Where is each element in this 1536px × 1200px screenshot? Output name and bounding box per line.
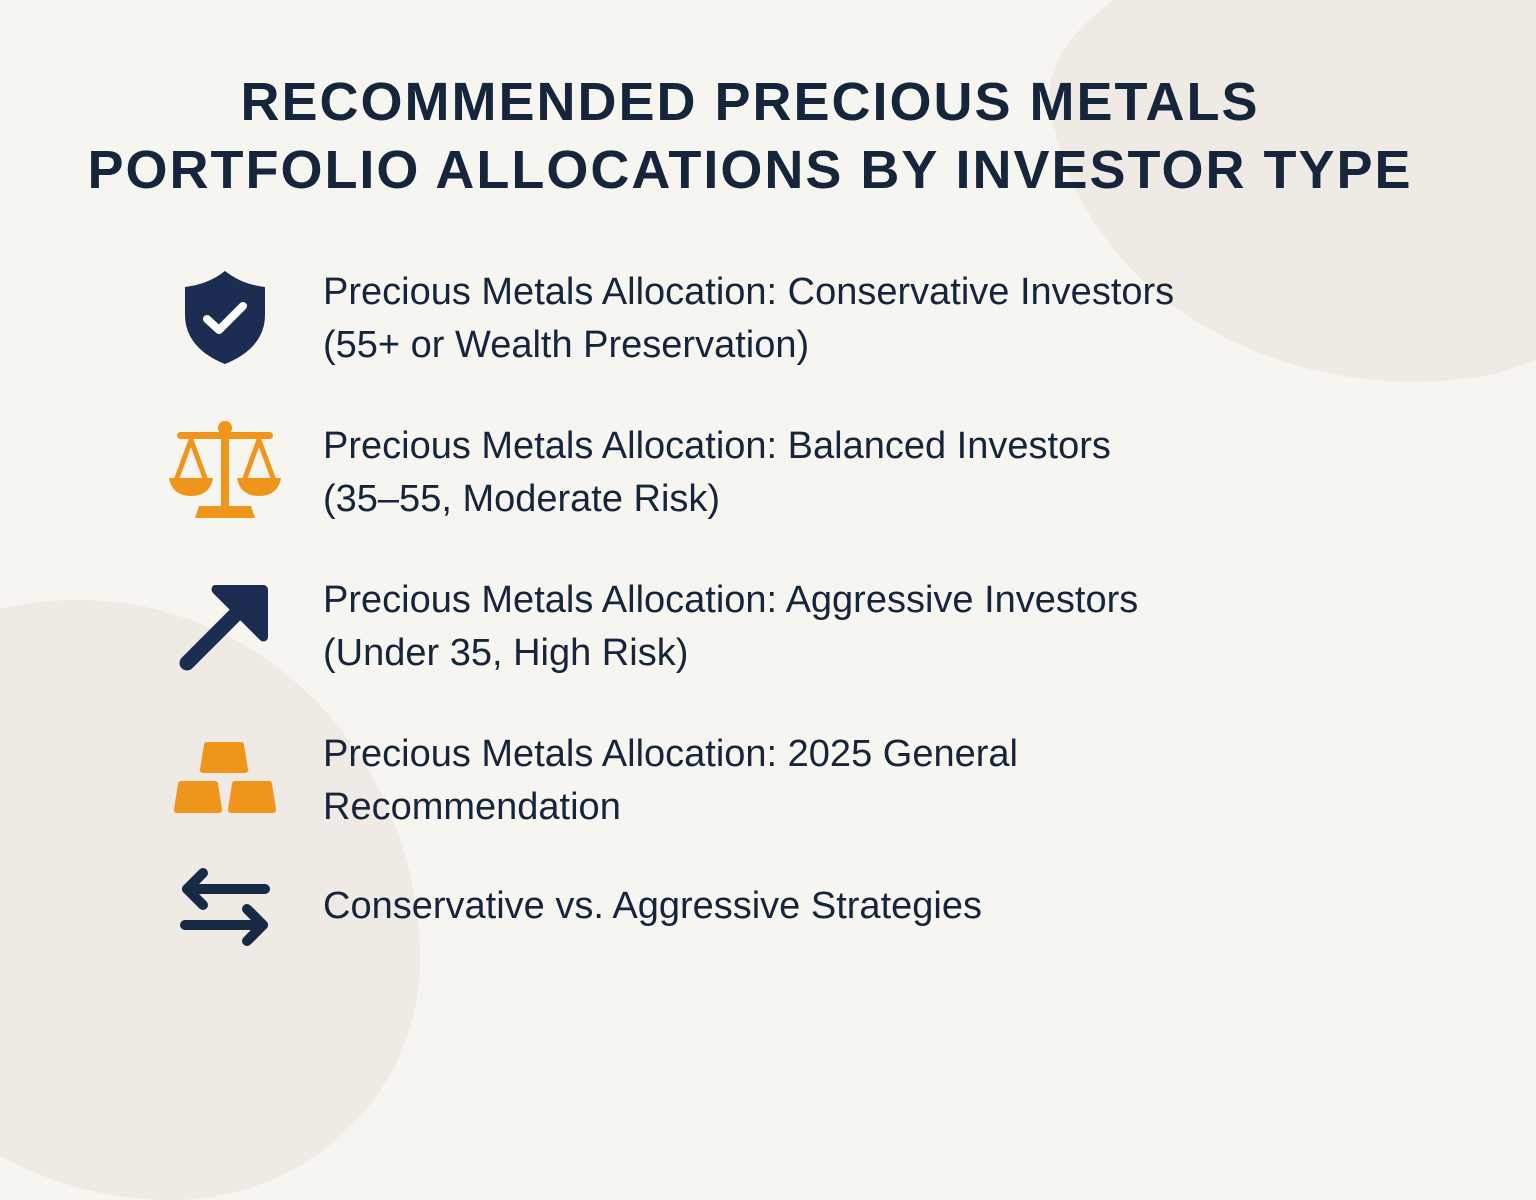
shield-check-icon (160, 262, 290, 372)
gold-bars-icon (160, 724, 290, 834)
item-subtitle: (Under 35, High Risk) (323, 632, 689, 674)
item-subtitle: (55+ or Wealth Preservation) (323, 324, 810, 366)
item-title: Precious Metals Allocation: Aggressive I… (323, 579, 1139, 621)
item-text: Precious Metals Allocation: 2025 General… (323, 724, 1018, 834)
list-item-balanced: Precious Metals Allocation: Balanced Inv… (160, 416, 1410, 526)
item-title: Precious Metals Allocation: Conservative… (323, 271, 1175, 313)
item-title: Precious Metals Allocation: Balanced Inv… (323, 425, 1111, 467)
item-subtitle: Recommendation (323, 786, 621, 828)
arrow-up-right-icon (160, 570, 290, 680)
swap-arrows-icon (160, 852, 290, 962)
item-text: Conservative vs. Aggressive Strategies (323, 852, 982, 933)
item-title: Precious Metals Allocation: 2025 General (323, 733, 1018, 775)
list-item-general-2025: Precious Metals Allocation: 2025 General… (160, 724, 1410, 834)
title-line-2: PORTFOLIO ALLOCATIONS BY INVESTOR TYPE (87, 140, 1413, 200)
item-subtitle: (35–55, Moderate Risk) (323, 478, 721, 520)
list-item-conservative: Precious Metals Allocation: Conservative… (160, 262, 1410, 372)
list-item-strategies-comparison: Conservative vs. Aggressive Strategies (160, 852, 1410, 962)
scales-icon (160, 416, 290, 526)
item-title: Conservative vs. Aggressive Strategies (323, 885, 982, 927)
item-text: Precious Metals Allocation: Conservative… (323, 262, 1174, 372)
item-text: Precious Metals Allocation: Balanced Inv… (323, 416, 1111, 526)
item-text: Precious Metals Allocation: Aggressive I… (323, 570, 1138, 680)
title-line-1: RECOMMENDED PRECIOUS METALS (240, 72, 1260, 132)
list-item-aggressive: Precious Metals Allocation: Aggressive I… (160, 570, 1410, 680)
page-title: RECOMMENDED PRECIOUS METALS PORTFOLIO AL… (0, 68, 1500, 204)
